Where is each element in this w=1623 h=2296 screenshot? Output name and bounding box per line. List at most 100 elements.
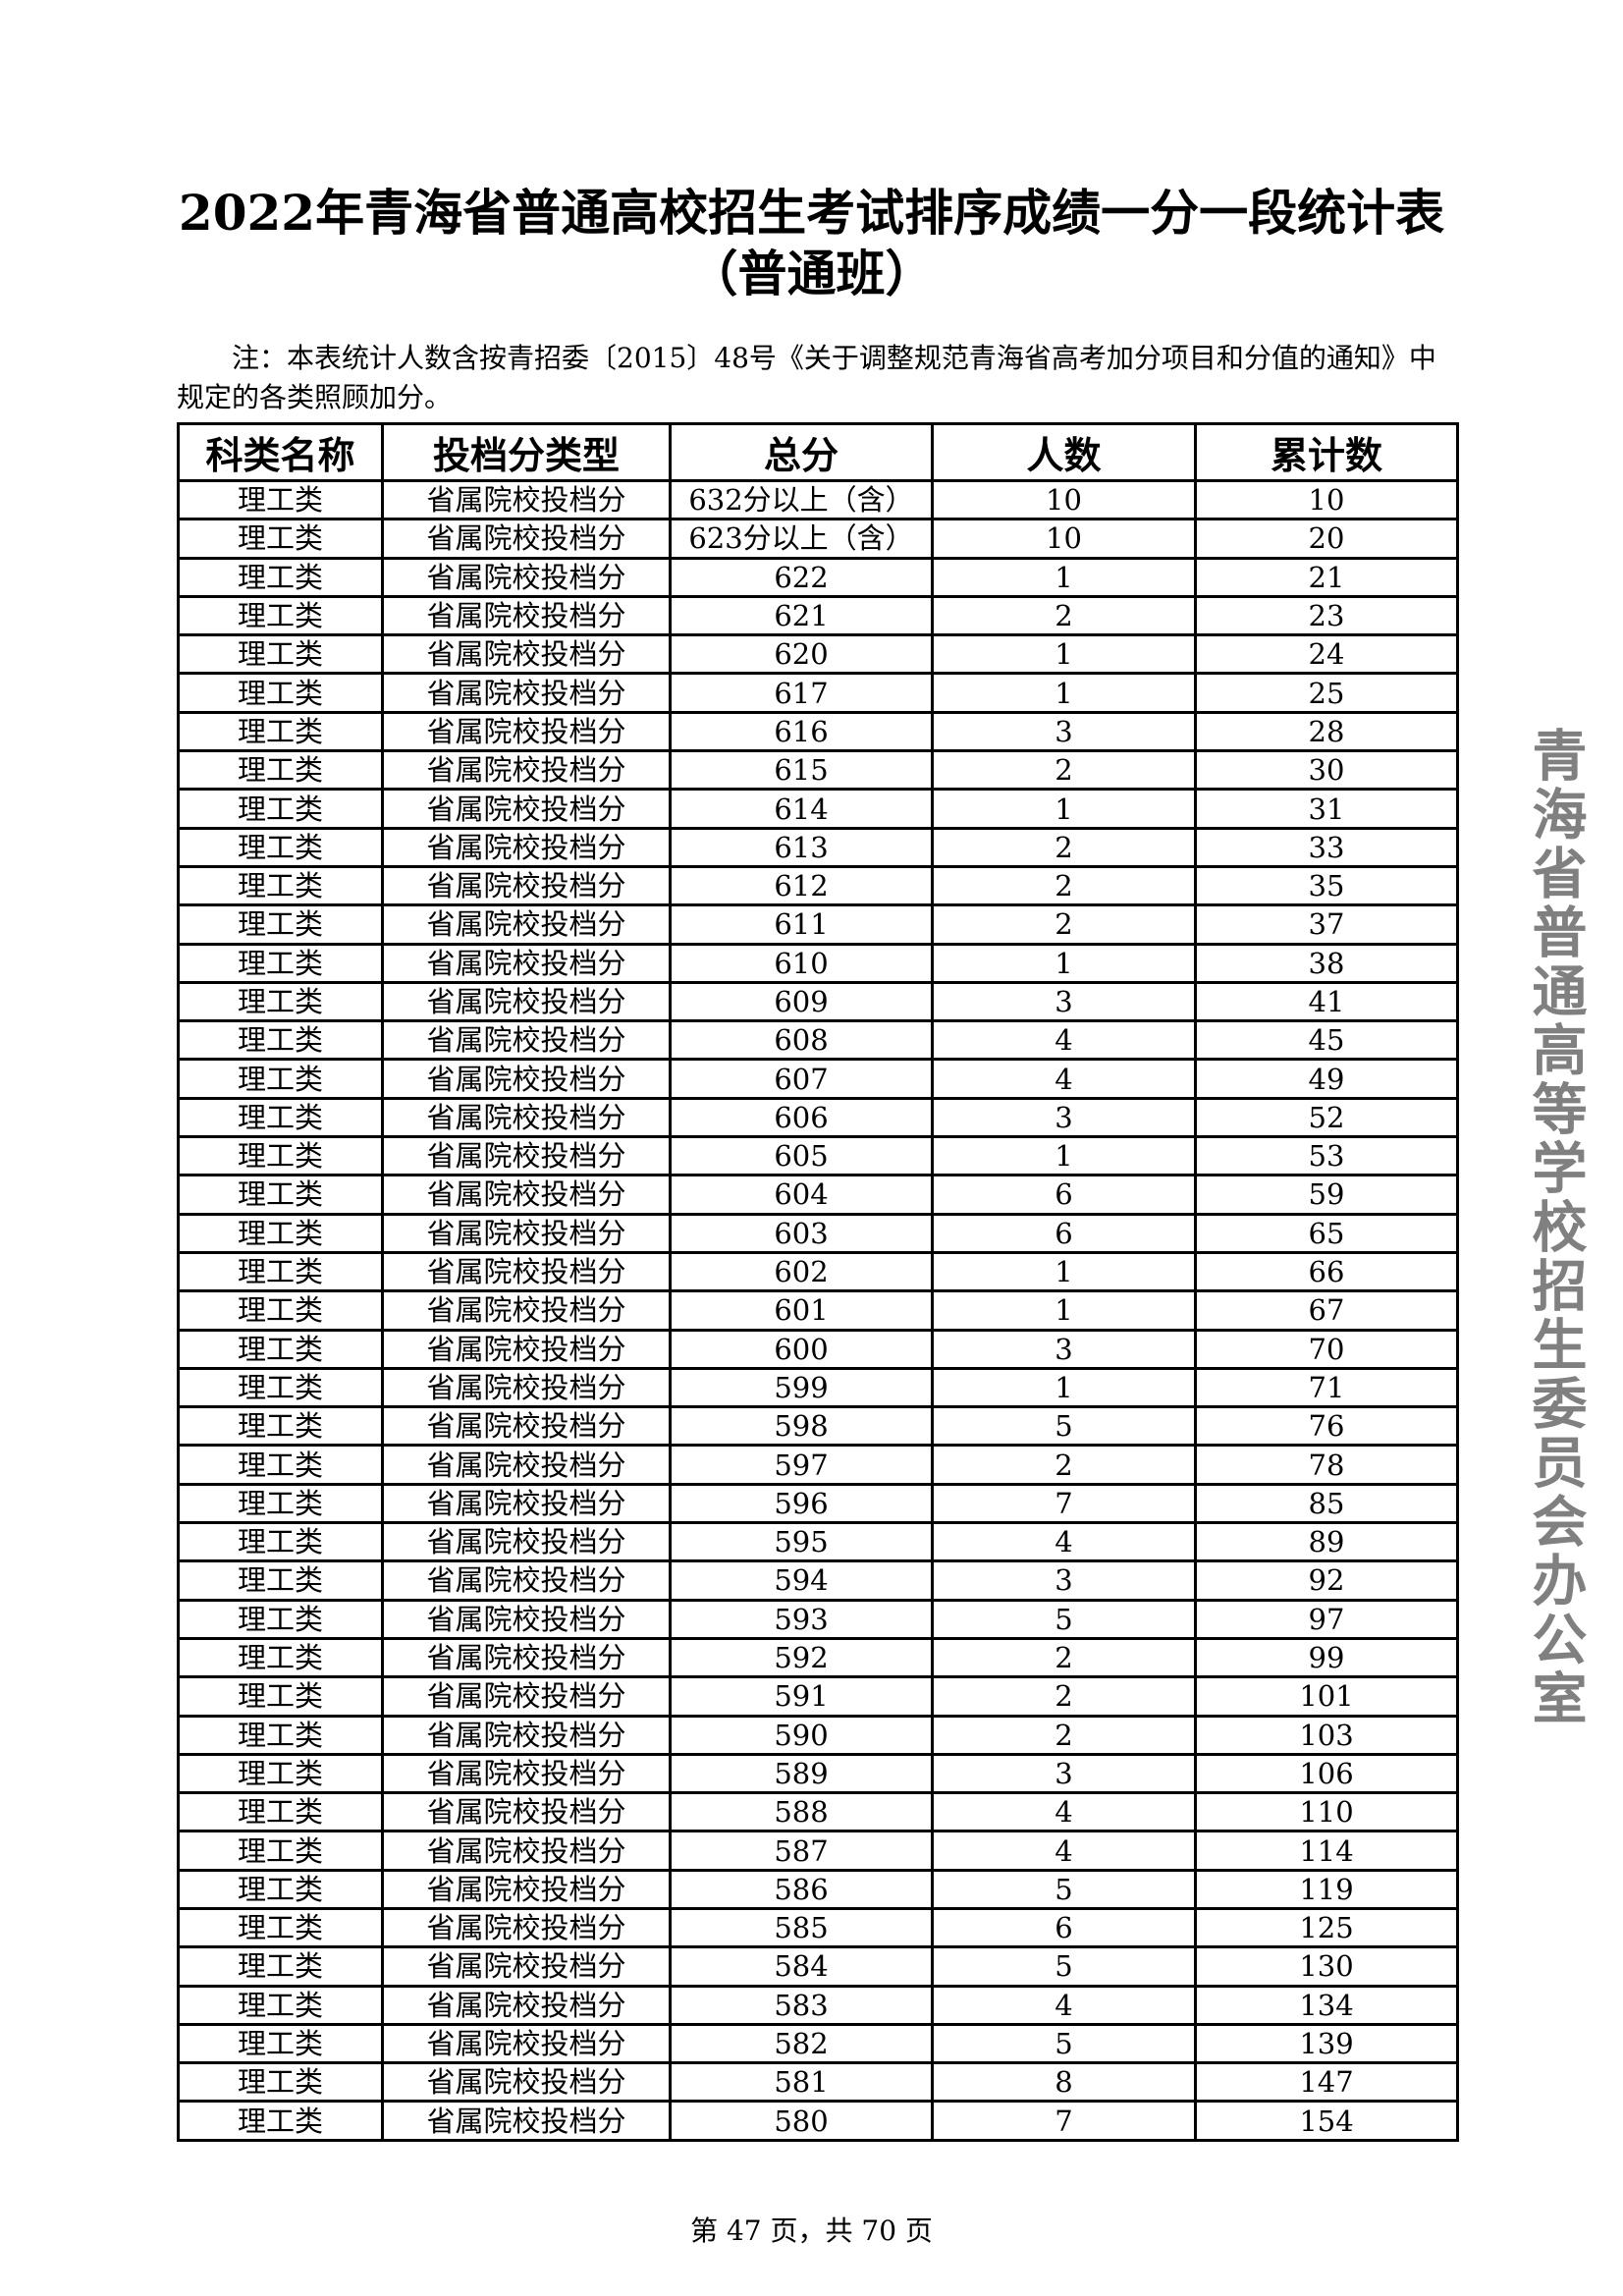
cell-category: 理工类 (177, 1019, 384, 1062)
header-score: 总分 (669, 422, 934, 482)
table-row: 理工类 省属院校投档分 594 3 92 (177, 1559, 1459, 1602)
table-row: 理工类 省属院校投档分 610 1 38 (177, 942, 1459, 984)
cell-cumulative: 106 (1194, 1752, 1459, 1795)
cell-cumulative: 71 (1194, 1366, 1459, 1409)
cell-category: 理工类 (177, 2022, 384, 2065)
cell-cumulative: 92 (1194, 1559, 1459, 1602)
cell-type: 省属院校投档分 (381, 1096, 672, 1139)
cell-count: 3 (931, 710, 1197, 753)
cell-count: 2 (931, 749, 1197, 792)
cell-score: 622 (669, 556, 934, 598)
cell-cumulative: 35 (1194, 864, 1459, 907)
cell-type: 省属院校投档分 (381, 633, 672, 676)
cell-category: 理工类 (177, 1444, 384, 1486)
table-row: 理工类 省属院校投档分 599 1 71 (177, 1366, 1459, 1409)
cell-count: 2 (931, 1636, 1197, 1679)
note-text: 注：本表统计人数含按青招委〔2015〕48号《关于调整规范青海省高考加分项目和分… (177, 342, 1436, 413)
cell-type: 省属院校投档分 (381, 1714, 672, 1756)
cell-type: 省属院校投档分 (381, 1791, 672, 1833)
cell-count: 7 (931, 2100, 1197, 2142)
cell-type: 省属院校投档分 (381, 1405, 672, 1448)
watermark: 青海省普通高等学校招生委员会办公室 (1523, 727, 1588, 1728)
table-row: 理工类 省属院校投档分 623分以上（含） 10 20 (177, 518, 1459, 560)
cell-type: 省属院校投档分 (381, 1559, 672, 1602)
cell-score: 582 (669, 2022, 934, 2065)
table-row: 理工类 省属院校投档分 615 2 30 (177, 749, 1459, 792)
cell-category: 理工类 (177, 788, 384, 830)
cell-score: 602 (669, 1250, 934, 1293)
cell-count: 5 (931, 1405, 1197, 1448)
cell-type: 省属院校投档分 (381, 1521, 672, 1563)
cell-cumulative: 21 (1194, 556, 1459, 598)
cell-score: 623分以上（含） (669, 518, 934, 560)
cell-type: 省属院校投档分 (381, 1250, 672, 1293)
cell-count: 4 (931, 1521, 1197, 1563)
cell-cumulative: 99 (1194, 1636, 1459, 1679)
cell-score: 615 (669, 749, 934, 792)
table-row: 理工类 省属院校投档分 616 3 28 (177, 710, 1459, 753)
cell-category: 理工类 (177, 633, 384, 676)
cell-type: 省属院校投档分 (381, 518, 672, 560)
cell-score: 620 (669, 633, 934, 676)
table-row: 理工类 省属院校投档分 580 7 154 (177, 2100, 1459, 2142)
table-row: 理工类 省属院校投档分 601 1 67 (177, 1289, 1459, 1332)
cell-count: 5 (931, 1598, 1197, 1640)
cell-count: 3 (931, 1096, 1197, 1139)
cell-cumulative: 114 (1194, 1830, 1459, 1872)
cell-score: 632分以上（含） (669, 478, 934, 521)
cell-count: 2 (931, 594, 1197, 637)
cell-category: 理工类 (177, 903, 384, 946)
cell-score: 596 (669, 1482, 934, 1525)
table-row: 理工类 省属院校投档分 586 5 119 (177, 1868, 1459, 1910)
table-row: 理工类 省属院校投档分 598 5 76 (177, 1405, 1459, 1448)
cell-count: 2 (931, 1675, 1197, 1718)
cell-category: 理工类 (177, 1752, 384, 1795)
cell-count: 7 (931, 1482, 1197, 1525)
cell-category: 理工类 (177, 1830, 384, 1872)
cell-score: 581 (669, 2061, 934, 2104)
cell-type: 省属院校投档分 (381, 1444, 672, 1486)
cell-cumulative: 65 (1194, 1212, 1459, 1254)
cell-cumulative: 41 (1194, 980, 1459, 1023)
cell-category: 理工类 (177, 1250, 384, 1293)
table-body: 理工类 省属院校投档分 632分以上（含） 10 10 理工类 省属院校投档分 623分以上（… (177, 478, 1459, 2142)
cell-cumulative: 154 (1194, 2100, 1459, 2142)
cell-type: 省属院校投档分 (381, 1906, 672, 1949)
table-row: 理工类 省属院校投档分 613 2 33 (177, 826, 1459, 868)
cell-category: 理工类 (177, 1598, 384, 1640)
cell-score: 590 (669, 1714, 934, 1756)
cell-type: 省属院校投档分 (381, 1636, 672, 1679)
cell-count: 6 (931, 1212, 1197, 1254)
cell-type: 省属院校投档分 (381, 1868, 672, 1910)
cell-score: 587 (669, 1830, 934, 1872)
cell-count: 1 (931, 633, 1197, 676)
cell-category: 理工类 (177, 1906, 384, 1949)
cell-score: 608 (669, 1019, 934, 1062)
cell-cumulative: 70 (1194, 1328, 1459, 1370)
cell-count: 4 (931, 1791, 1197, 1833)
cell-score: 604 (669, 1174, 934, 1216)
cell-score: 584 (669, 1945, 934, 1988)
cell-score: 612 (669, 864, 934, 907)
cell-type: 省属院校投档分 (381, 903, 672, 946)
cell-category: 理工类 (177, 1482, 384, 1525)
cell-type: 省属院校投档分 (381, 826, 672, 868)
header-type: 投档分类型 (381, 422, 672, 482)
cell-type: 省属院校投档分 (381, 1598, 672, 1640)
cell-type: 省属院校投档分 (381, 1289, 672, 1332)
table-row: 理工类 省属院校投档分 595 4 89 (177, 1521, 1459, 1563)
page-footer: 第 47 页，共 70 页 (690, 2214, 933, 2247)
table-row: 理工类 省属院校投档分 605 1 53 (177, 1135, 1459, 1177)
cell-cumulative: 119 (1194, 1868, 1459, 1910)
table-row: 理工类 省属院校投档分 591 2 101 (177, 1675, 1459, 1718)
cell-type: 省属院校投档分 (381, 556, 672, 598)
cell-cumulative: 25 (1194, 672, 1459, 714)
cell-score: 598 (669, 1405, 934, 1448)
table-row: 理工类 省属院校投档分 585 6 125 (177, 1906, 1459, 1949)
cell-cumulative: 37 (1194, 903, 1459, 946)
cell-score: 594 (669, 1559, 934, 1602)
cell-type: 省属院校投档分 (381, 1019, 672, 1062)
cell-category: 理工类 (177, 1559, 384, 1602)
cell-cumulative: 20 (1194, 518, 1459, 560)
cell-category: 理工类 (177, 1212, 384, 1254)
